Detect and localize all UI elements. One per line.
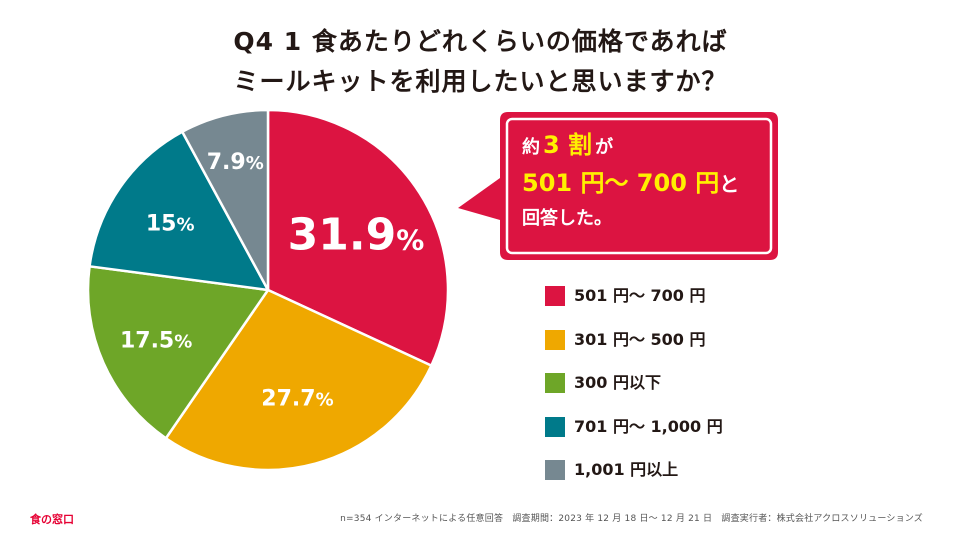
legend-item: 701 円〜 1,000 円 [545, 414, 723, 458]
callout-suffix: が [595, 137, 614, 158]
legend-swatch [545, 416, 565, 437]
pie-slice [164, 288, 433, 472]
legend-label: 300 円以下 [574, 373, 661, 392]
legend-label: 501 円〜 700 円 [574, 286, 706, 305]
legend-item: 501 円〜 700 円 [545, 283, 723, 327]
legend-swatch [545, 373, 565, 393]
pie-slice [88, 130, 270, 292]
chart-title-line2: ミールキットを利用したいと思いますか？ [233, 67, 728, 96]
pie-slice-label: 15% [146, 212, 195, 237]
pie-slice [86, 265, 270, 440]
legend-item: 301 円〜 500 円 [545, 327, 723, 371]
pie-slice-value: 15 [146, 212, 177, 237]
callout-line2: 501 円〜 700 円と [522, 163, 739, 204]
pie-slice [266, 108, 450, 367]
pie-slice-value: 27.7 [261, 387, 315, 412]
pie-slice-percent-sign: % [396, 224, 424, 257]
pie-slice-label: 31.9% [288, 210, 425, 261]
pie-slice [181, 108, 270, 292]
brand-logo-text: 食の窓口 [30, 513, 74, 526]
legend-label: 301 円〜 500 円 [574, 329, 706, 349]
legend-item: 300 円以下 [545, 370, 723, 414]
chart-title: Q4 1 食あたりどれくらいの価格であれば ミールキットを利用したいと思いますか… [0, 22, 961, 102]
callout-shape [458, 112, 778, 260]
chart-legend: 501 円〜 700 円 301 円〜 500 円 300 円以下 701 円〜 1,… [545, 283, 723, 501]
callout-range-suffix: と [719, 172, 740, 196]
pie-slice-label: 7.9% [207, 150, 264, 175]
pie-slice-percent-sign: % [316, 390, 334, 411]
legend-label: 1,001 円以上 [574, 460, 679, 479]
legend-swatch [545, 329, 565, 350]
pie-slice-percent-sign: % [246, 153, 264, 174]
pie-slice-percent-sign: % [176, 215, 194, 236]
callout-highlight: 3 割 [543, 131, 593, 159]
callout-line3: 回答した。 [522, 208, 612, 229]
survey-footnote: n=354 インターネットによる任意回答 調査期間：2023 年 12 月 18… [340, 514, 923, 524]
chart-title-line1: Q4 1 食あたりどれくらいの価格であれば [233, 27, 728, 56]
callout-prefix: 約 [522, 137, 540, 158]
pie-slice-value: 31.9 [288, 210, 397, 261]
pie-slice-label: 17.5% [120, 329, 192, 354]
legend-item: 1,001 円以上 [545, 457, 723, 501]
pie-slice-percent-sign: % [174, 332, 192, 353]
pie-slice-value: 17.5 [120, 329, 174, 354]
pie-slice-value: 7.9 [207, 150, 246, 175]
legend-swatch [545, 286, 565, 306]
legend-label: 701 円〜 1,000 円 [574, 416, 723, 436]
legend-swatch [545, 460, 565, 480]
pie-slice-label: 27.7% [261, 387, 333, 412]
callout-range: 501 円〜 700 円 [522, 169, 720, 197]
